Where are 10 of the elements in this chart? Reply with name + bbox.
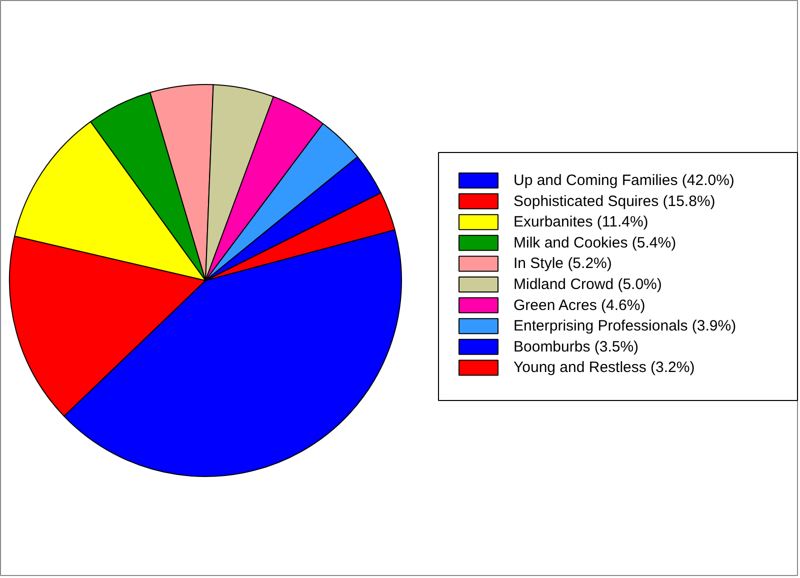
legend-label: Exurbanites (11.4%) [514,214,648,231]
legend-label: Milk and Cookies (5.4%) [514,234,676,252]
legend-label: Young and Restless (3.2%) [514,359,695,376]
legend-label: In Style (5.2%) [514,255,612,272]
legend-label: Green Acres (4.6%) [514,296,646,314]
legend-label: Boomburbs (3.5%) [514,338,639,356]
legend-label: Enterprising Professionals (3.9%) [514,318,736,335]
legend-label: Sophisticated Squires (15.8%) [514,192,716,210]
legend-label: Up and Coming Families (42.0%) [514,172,734,189]
legend-label: Midland Crowd (5.0%) [514,276,662,293]
